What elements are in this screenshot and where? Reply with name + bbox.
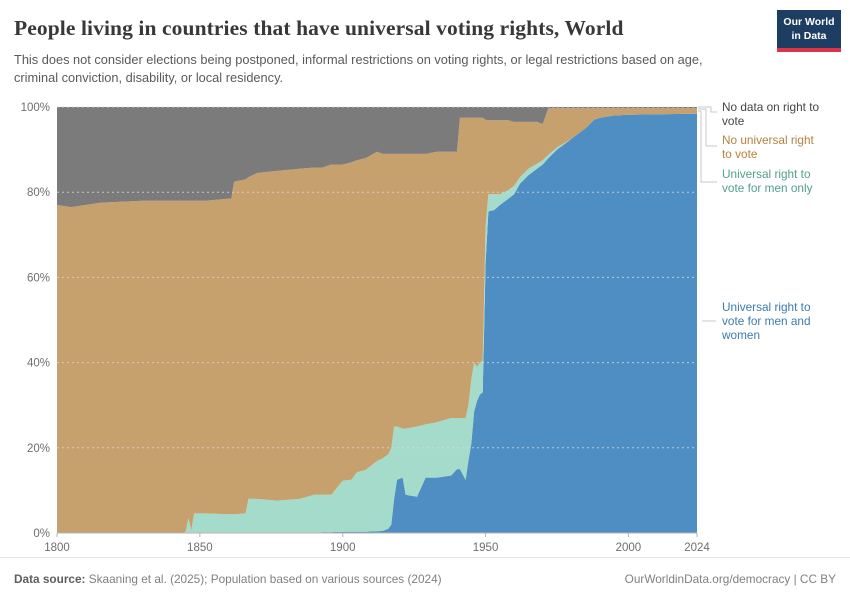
- area-men-women[interactable]: [57, 113, 697, 534]
- y-tick-label-40: 40%: [27, 358, 50, 370]
- x-tick-label-1900: 1900: [330, 542, 356, 554]
- data-source-label: Data source:: [14, 572, 86, 586]
- chart-footer: Data source: Skaaning et al. (2025); Pop…: [0, 557, 850, 600]
- page-title: People living in countries that have uni…: [14, 16, 624, 40]
- x-tick-label-2000: 2000: [616, 542, 642, 554]
- owid-logo-line2: in Data: [791, 29, 827, 42]
- owid-logo[interactable]: Our World in Data: [777, 10, 841, 53]
- area-no-universal[interactable]: [57, 108, 697, 534]
- y-tick-label-100: 100%: [21, 102, 50, 114]
- y-tick-label-20: 20%: [27, 443, 50, 455]
- x-tick-label-1850: 1850: [187, 542, 213, 554]
- legend-item-no-data[interactable]: No data on right to vote: [722, 100, 820, 128]
- x-tick-label-1950: 1950: [473, 542, 499, 554]
- legend-connector-men-only: [698, 110, 717, 183]
- legend-item-men-only[interactable]: Universal right to vote for men only: [722, 167, 813, 195]
- x-tick-label-2024: 2024: [684, 542, 710, 554]
- legend-connector-no-data: [698, 106, 717, 113]
- y-tick-label-80: 80%: [27, 187, 50, 199]
- y-tick-label-60: 60%: [27, 272, 50, 284]
- area-no-data[interactable]: [57, 107, 697, 208]
- legend-connector-no-universal: [698, 108, 717, 147]
- y-tick-label-0: 0%: [33, 528, 50, 540]
- owid-credit-link[interactable]: OurWorldinData.org/democracy | CC BY: [624, 572, 836, 586]
- legend-item-men-and-women[interactable]: Universal right to vote for men and wome…: [722, 300, 811, 342]
- page-subtitle: This does not consider elections being p…: [14, 52, 703, 85]
- data-source-note: Data source: Skaaning et al. (2025); Pop…: [14, 572, 442, 586]
- x-tick-label-1800: 1800: [44, 542, 70, 554]
- owid-logo-line1: Our World: [783, 16, 835, 28]
- data-source-text: Skaaning et al. (2025); Population based…: [85, 572, 442, 586]
- legend-item-no-universal-right[interactable]: No universal right to vote: [722, 133, 814, 161]
